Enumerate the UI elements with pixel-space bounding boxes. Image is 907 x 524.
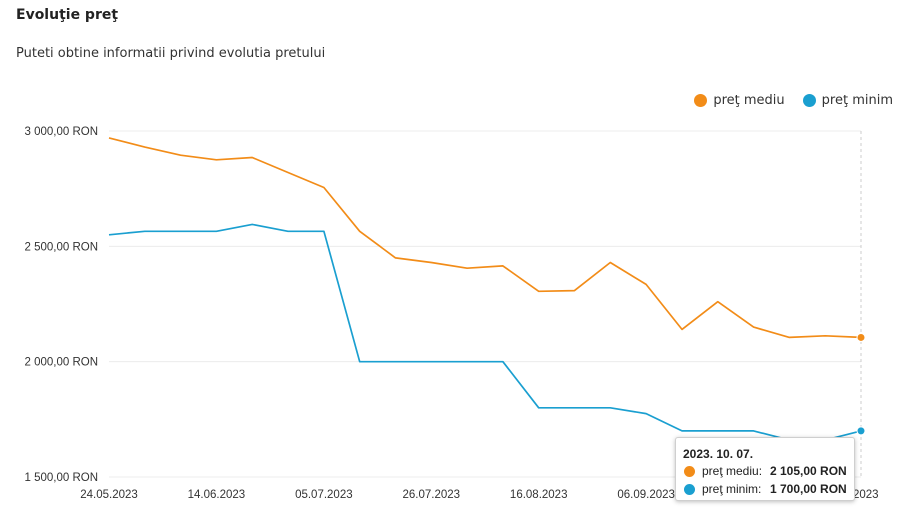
y-tick-label: 2 500,00 RON: [24, 241, 98, 253]
series-line-pret-minim: [108, 223, 862, 441]
x-tick-label: 14.06.2023: [188, 489, 246, 501]
chart-legend: preţ mediu preţ minim: [694, 93, 893, 108]
x-tick-label: 16.08.2023: [510, 489, 568, 501]
tooltip-label: preţ mediu:: [702, 464, 763, 478]
legend-item-pret-mediu[interactable]: preţ mediu: [694, 93, 785, 108]
tooltip-row-pret-mediu: preţ mediu: 2 105,00 RON: [684, 464, 847, 478]
tooltip-value: 1 700,00 RON: [770, 482, 847, 496]
highlight-point: [856, 426, 866, 436]
tooltip-value: 2 105,00 RON: [770, 464, 847, 478]
series-dot-icon: [684, 483, 695, 495]
legend-label: preţ mediu: [713, 93, 785, 108]
tooltip-date: 2023. 10. 07.: [683, 447, 754, 461]
y-tick-label: 3 000,00 RON: [24, 126, 98, 138]
legend-dot-icon: [694, 94, 708, 107]
x-tick-label: 06.09.2023: [617, 489, 675, 501]
tooltip-row-pret-minim: preţ minim: 1 700,00 RON: [684, 482, 847, 496]
legend-label: preţ minim: [821, 93, 893, 108]
highlight-point: [856, 332, 866, 342]
tooltip-label: preţ minim:: [702, 482, 762, 496]
x-tick-label: 05.07.2023: [295, 489, 353, 501]
x-tick-label: 24.05.2023: [80, 489, 138, 501]
series-dot-icon: [684, 465, 695, 477]
series-line-pret-mediu: [108, 137, 862, 339]
y-tick-label: 2 000,00 RON: [24, 357, 98, 369]
page-title: Evoluţie preţ: [16, 7, 119, 23]
x-tick-label: 26.07.2023: [403, 489, 461, 501]
page-subtitle: Puteti obtine informatii privind evoluti…: [16, 46, 326, 61]
chart-tooltip: 2023. 10. 07. preţ mediu: 2 105,00 RON p…: [675, 437, 855, 501]
legend-item-pret-minim[interactable]: preţ minim: [802, 93, 893, 108]
y-tick-label: 1 500,00 RON: [24, 472, 98, 484]
legend-dot-icon: [802, 94, 816, 107]
